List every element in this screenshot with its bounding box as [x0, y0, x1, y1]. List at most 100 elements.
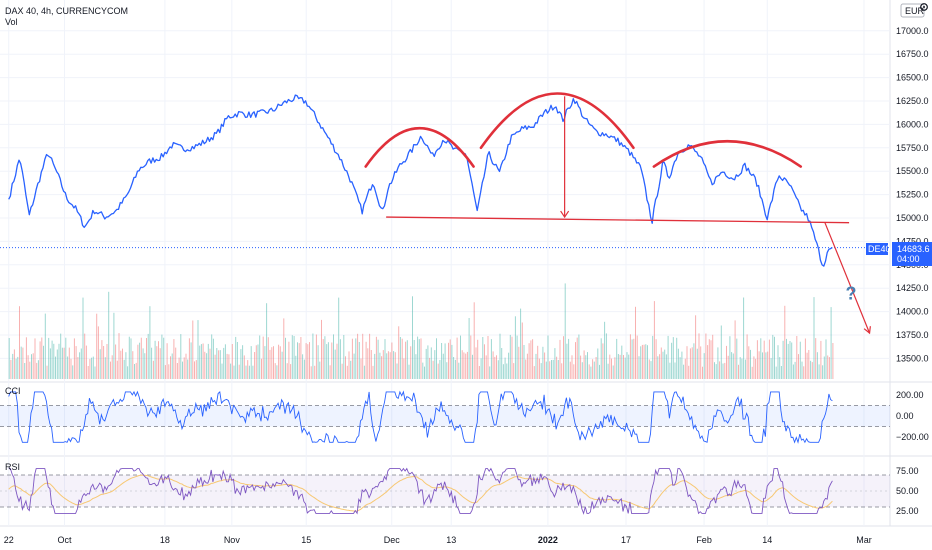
volume-bar	[768, 339, 770, 379]
volume-bar	[439, 360, 441, 379]
volume-bar	[408, 364, 410, 379]
axes: 13500.013750.014000.014250.014500.014750…	[4, 26, 929, 545]
volume-bar	[242, 345, 244, 379]
volume-bar	[324, 336, 326, 379]
volume-bar	[120, 350, 122, 379]
shoulder-arc-right	[652, 140, 803, 168]
volume-bar	[683, 364, 685, 379]
volume-bar	[816, 352, 818, 379]
volume-bar	[314, 365, 316, 379]
volume-bar	[315, 334, 317, 379]
volume-bar	[556, 356, 558, 379]
cci-pane[interactable]	[0, 390, 890, 444]
volume-bar	[430, 347, 432, 379]
currency-badge[interactable]: EUR	[900, 3, 925, 18]
volume-bar	[211, 334, 213, 379]
volume-bar	[736, 338, 738, 379]
volume-bar	[712, 334, 714, 379]
volume-bar	[341, 363, 343, 379]
volume-bar	[305, 343, 307, 379]
volume-bar	[279, 346, 281, 379]
volume-bar	[794, 361, 796, 379]
volume-bar	[801, 361, 803, 379]
time-tick-label: 14	[762, 535, 772, 545]
volume-bar	[796, 336, 798, 379]
rsi-pane[interactable]	[0, 467, 890, 515]
volume-bar	[149, 306, 151, 379]
volume-bar	[118, 333, 120, 379]
volume-bar	[583, 350, 585, 379]
volume-bar	[734, 320, 736, 379]
cci-tick-label: 0.00	[896, 411, 914, 421]
time-tick-label: 15	[301, 535, 311, 545]
volume-bar	[542, 346, 544, 379]
volume-bar	[309, 342, 310, 379]
price-pane[interactable]	[0, 94, 890, 267]
volume-bar	[276, 365, 278, 379]
volume-bar	[363, 365, 365, 379]
volume-bar	[72, 365, 74, 379]
volume-bar	[164, 365, 166, 379]
volume-bar	[176, 363, 178, 379]
symbol-tag: DE40	[868, 244, 891, 254]
volume-bar	[384, 339, 386, 379]
volume-bar	[811, 362, 813, 379]
volume-bar	[478, 366, 480, 379]
volume-bar	[293, 336, 295, 379]
volume-bar	[665, 354, 667, 379]
volume-bar	[77, 357, 79, 379]
volume-bar	[715, 364, 717, 379]
volume-bar	[681, 351, 683, 379]
volume-bar	[581, 362, 583, 379]
currency-label: EUR	[905, 6, 925, 16]
volume-bar	[381, 356, 383, 379]
volume-bar	[762, 352, 763, 379]
volume-bar	[674, 362, 676, 379]
volume-bar	[714, 362, 715, 379]
volume-bar	[345, 356, 346, 379]
volume-bar	[804, 338, 806, 379]
volume-bar	[134, 364, 135, 379]
volume-bar	[779, 357, 781, 379]
volume-bar	[552, 359, 554, 379]
volume-bar	[369, 333, 371, 379]
volume-bar	[255, 345, 257, 379]
volume-bar	[236, 342, 238, 379]
volume-bar	[104, 357, 106, 379]
volume-bar	[770, 358, 772, 379]
volume-bar	[451, 344, 453, 379]
volume-bar	[12, 353, 14, 379]
volume-bar	[444, 343, 446, 379]
volume-bar	[465, 353, 467, 379]
volume-bar	[722, 363, 724, 379]
volume-bar	[739, 357, 741, 379]
volume-bar	[37, 360, 39, 379]
volume-bar	[506, 363, 508, 379]
volume-bar	[319, 361, 321, 379]
volume-bar	[285, 337, 286, 379]
volume-bar	[170, 356, 171, 379]
volume-bar	[355, 338, 357, 379]
gear-icon[interactable]	[920, 3, 928, 11]
volume-bar	[115, 344, 117, 379]
volume-bar	[60, 333, 62, 379]
volume-bar	[87, 366, 89, 379]
volume-bar	[43, 345, 44, 379]
volume-bar	[607, 363, 609, 379]
time-tick-label: 2022	[538, 535, 558, 545]
volume-bar	[267, 337, 269, 379]
volume-bar	[509, 334, 511, 379]
volume-bar	[360, 358, 362, 379]
volume-bar	[379, 352, 381, 379]
volume-bar	[111, 355, 113, 379]
volume-bar	[746, 334, 748, 379]
volume-bar	[154, 340, 156, 379]
volume-bar	[394, 352, 396, 379]
volume-bar	[389, 352, 391, 379]
volume-bar	[420, 338, 422, 379]
volume-bar	[710, 340, 712, 379]
volume-bar	[798, 354, 799, 379]
volume-bar	[370, 350, 372, 379]
volume-bar	[20, 346, 22, 379]
